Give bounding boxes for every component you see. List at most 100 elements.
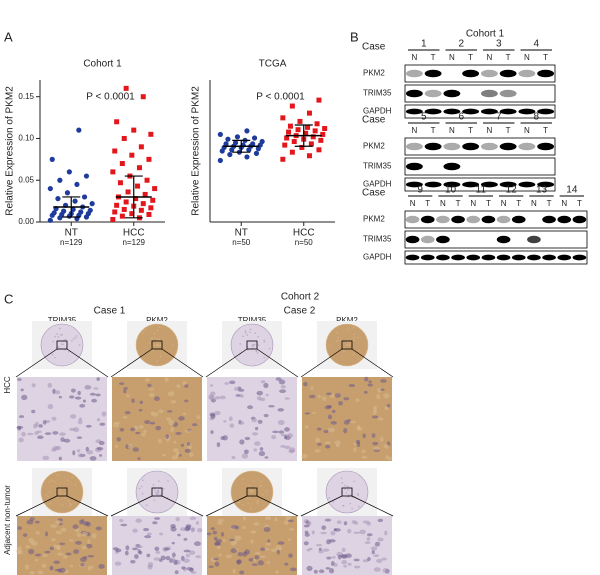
cell: [353, 558, 360, 562]
cell: [72, 524, 79, 530]
cell: [171, 541, 175, 545]
lane-label: N: [440, 199, 446, 208]
y-axis-label: Relative Expression of PKM2: [5, 86, 16, 216]
data-point: [76, 127, 82, 133]
data-point: [316, 147, 322, 153]
cell: [371, 549, 375, 555]
cell: [253, 522, 260, 526]
data-point: [121, 135, 127, 141]
blot-band: [424, 108, 442, 115]
blot-band: [496, 235, 511, 244]
cell: [184, 399, 189, 403]
cell: [225, 554, 233, 559]
cell: [334, 440, 341, 445]
blot-row-label: GAPDH: [363, 180, 392, 189]
blot-band: [436, 215, 450, 224]
cell: [234, 387, 239, 391]
cell: [242, 516, 247, 521]
cell: [304, 532, 310, 537]
cell: [306, 548, 311, 552]
cell: [60, 527, 67, 532]
cell: [279, 389, 287, 393]
tma-texture: [56, 496, 58, 498]
cell: [214, 396, 221, 400]
cell: [325, 567, 331, 570]
cell: [47, 382, 52, 388]
cell: [180, 443, 185, 447]
tma-texture: [156, 493, 158, 496]
tma-texture: [344, 484, 346, 487]
cell: [35, 531, 40, 535]
cell: [257, 560, 264, 566]
tma-texture: [156, 329, 159, 332]
cell: [355, 439, 361, 445]
cell: [147, 564, 153, 570]
tma-core: [40, 470, 84, 514]
blot-band: [499, 108, 517, 115]
panel-label: C: [4, 291, 13, 306]
cell: [385, 455, 389, 460]
tma-texture: [252, 480, 255, 482]
cell: [25, 545, 31, 549]
x-tick-label: NT: [235, 228, 248, 239]
cell: [219, 395, 226, 400]
cell: [235, 394, 242, 397]
zoom-box: [246, 487, 258, 497]
zoom-box: [151, 487, 163, 497]
cell: [26, 432, 34, 436]
cell: [277, 541, 285, 545]
tma-texture: [69, 502, 71, 505]
cell: [221, 539, 226, 543]
zoom-box: [56, 340, 68, 350]
cell: [99, 422, 106, 426]
p-value: P < 0.0001: [86, 92, 135, 103]
cell: [377, 518, 384, 523]
cell: [124, 411, 131, 415]
cell: [335, 443, 340, 448]
cell: [18, 437, 24, 443]
data-point: [289, 103, 295, 109]
tma-texture: [341, 482, 344, 484]
tma-texture: [340, 477, 343, 479]
panel-label: A: [4, 29, 13, 44]
cell: [253, 448, 258, 452]
tma-texture: [248, 484, 251, 487]
tma-texture: [158, 326, 161, 328]
blot-band: [462, 108, 480, 115]
blot-band: [537, 108, 555, 115]
cell: [119, 427, 125, 432]
data-point: [306, 110, 312, 116]
data-point: [61, 208, 67, 214]
cell: [185, 553, 190, 558]
data-point: [295, 127, 301, 133]
case-number: 13: [536, 185, 548, 196]
cell: [146, 553, 151, 558]
cell: [184, 448, 191, 453]
cell: [214, 541, 221, 546]
cell: [195, 555, 202, 559]
tma-texture: [252, 489, 254, 492]
blot-band: [542, 254, 556, 261]
cell: [18, 415, 25, 418]
cell: [343, 521, 348, 526]
cell: [320, 531, 327, 535]
cell: [95, 526, 102, 531]
cell: [96, 418, 101, 422]
tma-texture: [357, 494, 360, 496]
tma-texture: [260, 485, 262, 488]
tma-texture: [154, 489, 157, 492]
cell: [234, 535, 242, 541]
blot-band: [462, 181, 480, 188]
cell: [17, 526, 22, 531]
cell: [315, 437, 321, 443]
cell: [373, 567, 381, 572]
data-point: [51, 210, 57, 216]
row-label: HCC: [3, 376, 12, 394]
cell: [195, 540, 200, 546]
cell: [82, 399, 86, 403]
blot-band: [420, 254, 435, 261]
cell: [341, 555, 347, 558]
data-point: [112, 148, 118, 154]
data-point: [146, 211, 152, 217]
cell: [301, 454, 308, 459]
